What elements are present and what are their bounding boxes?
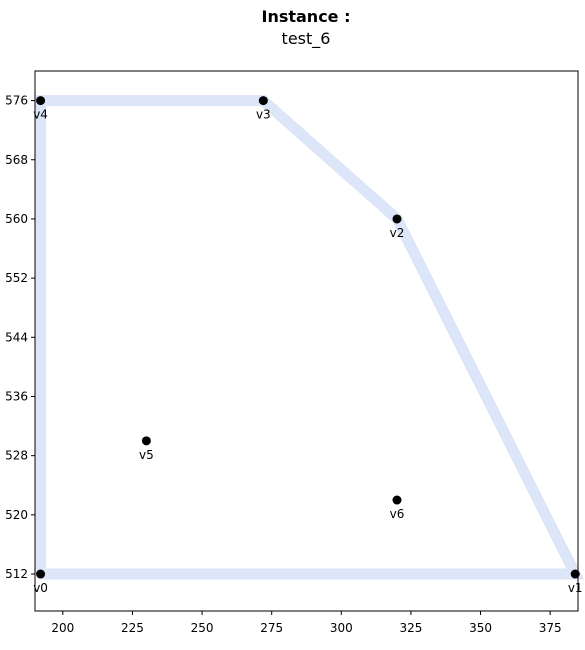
points-layer: v0 v1 v2 v3 v4 v5 v6 bbox=[33, 96, 583, 595]
hull-line bbox=[35, 95, 585, 580]
point-v4 bbox=[36, 96, 46, 106]
x-tick-label-250: 250 bbox=[191, 621, 214, 635]
point-label-v0: v0 bbox=[33, 581, 48, 595]
y-tick-label-528: 528 bbox=[5, 449, 28, 463]
x-tick-label-275: 275 bbox=[260, 621, 283, 635]
x-tick-label-300: 300 bbox=[330, 621, 353, 635]
chart-title-bold: Instance : bbox=[261, 7, 350, 26]
point-v2 bbox=[392, 214, 402, 224]
y-tick-label-520: 520 bbox=[5, 508, 28, 522]
x-tick-label-200: 200 bbox=[51, 621, 74, 635]
point-label-v2: v2 bbox=[390, 226, 405, 240]
hull-layer bbox=[35, 95, 585, 580]
y-axis: 512 520 528 536 544 552 560 568 576 bbox=[5, 94, 35, 581]
point-v3 bbox=[258, 96, 268, 106]
y-tick-label-512: 512 bbox=[5, 567, 28, 581]
x-tick-label-350: 350 bbox=[469, 621, 492, 635]
y-tick-label-576: 576 bbox=[5, 94, 28, 108]
x-tick-label-375: 375 bbox=[539, 621, 562, 635]
y-tick-label-568: 568 bbox=[5, 153, 28, 167]
point-v5 bbox=[141, 436, 151, 446]
point-v1 bbox=[570, 569, 580, 579]
y-tick-label-544: 544 bbox=[5, 330, 28, 344]
plot-frame bbox=[34, 70, 579, 612]
point-label-v3: v3 bbox=[256, 108, 271, 122]
y-tick-label-552: 552 bbox=[5, 271, 28, 285]
y-tick-label-536: 536 bbox=[5, 389, 28, 403]
x-tick-label-325: 325 bbox=[399, 621, 422, 635]
point-label-v5: v5 bbox=[139, 448, 154, 462]
point-label-v1: v1 bbox=[568, 581, 583, 595]
point-v6 bbox=[392, 495, 402, 505]
chart-title: test_6 bbox=[282, 29, 331, 49]
point-label-v4: v4 bbox=[33, 108, 48, 122]
y-tick-label-560: 560 bbox=[5, 212, 28, 226]
point-label-v6: v6 bbox=[390, 507, 405, 521]
point-v0 bbox=[36, 569, 46, 579]
x-tick-label-225: 225 bbox=[121, 621, 144, 635]
x-axis: 200 225 250 275 300 325 350 375 bbox=[51, 611, 562, 635]
